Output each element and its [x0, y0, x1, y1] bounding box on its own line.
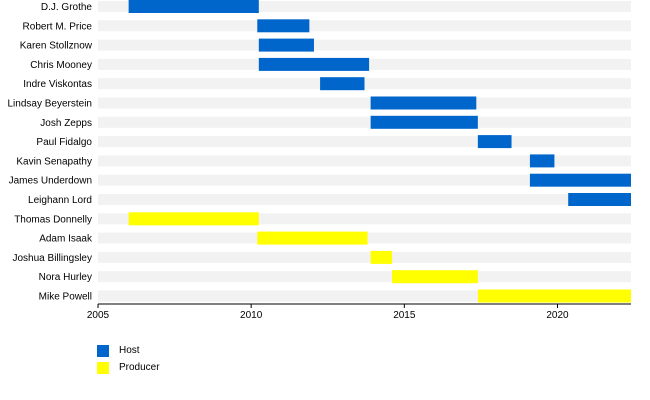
row-label: James Underdown — [9, 176, 92, 187]
bar-producer — [392, 270, 478, 284]
x-tick-label: 2010 — [240, 310, 263, 321]
row-label: Chris Mooney — [30, 60, 92, 71]
bar-producer — [370, 250, 393, 264]
bar-host — [320, 77, 365, 91]
bar-producer — [128, 212, 259, 226]
bar-host — [529, 154, 555, 168]
row-stripe — [98, 155, 631, 167]
legend-label: Producer — [119, 362, 160, 373]
row-stripe — [98, 194, 631, 205]
row-label: Mike Powell — [39, 292, 92, 303]
bar-host — [258, 38, 314, 52]
legend-swatch — [97, 361, 109, 374]
row-label: Robert M. Price — [23, 21, 93, 32]
bar-host — [370, 115, 478, 129]
row-stripe — [98, 97, 631, 109]
legend-label: Host — [119, 345, 140, 356]
row-stripe — [98, 136, 631, 148]
x-tick-label: 2015 — [393, 310, 416, 321]
row-stripe — [98, 271, 631, 283]
bar-host — [477, 135, 512, 149]
row-label: Karen Stollznow — [20, 41, 93, 52]
row-label: Lindsay Beyerstein — [8, 99, 93, 110]
row-label: Nora Hurley — [39, 272, 92, 283]
row-stripe — [98, 290, 631, 302]
legend: Host Producer — [97, 342, 160, 376]
bar-host — [370, 96, 477, 110]
row-label: Adam Isaak — [39, 234, 93, 245]
bar-host — [529, 173, 631, 187]
row-label: Joshua Billingsley — [13, 253, 93, 264]
row-label: Indre Viskontas — [23, 79, 92, 90]
bar-producer — [477, 289, 631, 303]
row-stripe — [98, 39, 631, 51]
legend-item: Host — [97, 342, 160, 359]
x-tick-label: 2005 — [87, 310, 110, 321]
bar-host — [258, 57, 370, 71]
row-stripe — [98, 116, 631, 128]
row-label: Kavin Senapathy — [16, 156, 92, 167]
row-label: D.J. Grothe — [41, 2, 93, 13]
row-label: Paul Fidalgo — [36, 137, 92, 148]
legend-swatch — [97, 344, 109, 357]
bar-host — [568, 193, 631, 206]
row-stripe — [98, 20, 631, 32]
row-stripe — [98, 174, 631, 186]
row-stripe — [98, 251, 631, 263]
bar-host — [128, 0, 259, 13]
bar-host — [257, 19, 310, 33]
row-label: Leighann Lord — [28, 195, 92, 206]
row-stripe — [98, 1, 631, 12]
bar-producer — [257, 231, 368, 245]
row-label: Thomas Donnelly — [14, 214, 92, 225]
x-tick-label: 2020 — [546, 310, 569, 321]
row-stripe — [98, 213, 631, 225]
legend-item: Producer — [97, 359, 160, 376]
row-label: Josh Zepps — [40, 118, 92, 129]
